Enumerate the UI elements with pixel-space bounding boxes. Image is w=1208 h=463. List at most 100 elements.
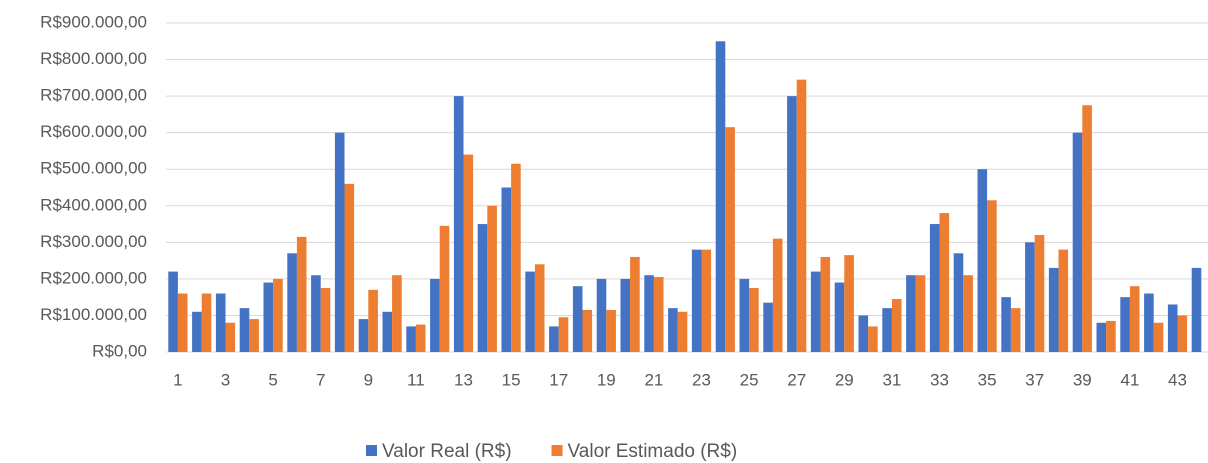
bar [1082,105,1092,352]
bar [844,255,854,352]
x-tick-label: 41 [1120,370,1139,389]
bar [1034,235,1045,352]
bar [1001,297,1011,352]
y-tick-label: R$800.000,00 [40,49,147,68]
bar [572,286,583,352]
bar [477,224,488,352]
legend-label: Valor Estimado (R$) [568,441,738,462]
bar [1058,249,1069,352]
bar [358,319,369,352]
bar [1025,242,1035,352]
bar [915,275,926,352]
x-tick-label: 5 [268,370,277,389]
bar [344,183,355,352]
x-tick-label: 9 [364,370,373,389]
bar [906,275,916,352]
x-tick-label: 37 [1025,370,1044,389]
bar [177,293,188,352]
bar [1106,320,1116,352]
bar [406,326,416,352]
x-tick-label: 11 [407,370,425,389]
bar [1072,132,1083,352]
bar [511,163,521,352]
bar [430,278,440,352]
bar [963,275,973,352]
bar [415,324,426,352]
bar [487,205,497,352]
bar [368,289,378,352]
y-tick-label: R$900.000,00 [40,12,147,31]
bar [953,253,964,352]
bar [192,311,202,352]
bar [1167,304,1178,352]
x-tick-label: 1 [173,370,182,389]
bar [820,256,831,352]
bar [677,311,688,352]
bar [501,187,512,352]
bar [1048,267,1059,352]
bar [239,308,250,352]
x-tick-label: 25 [740,370,759,389]
bar [1120,297,1130,352]
x-tick-label: 23 [692,370,711,389]
x-tick-label: 17 [549,370,568,389]
bar [691,249,702,352]
bar [1153,322,1164,352]
bar [653,277,664,352]
legend-swatch [551,445,563,456]
bar [725,127,735,352]
bar [215,293,226,352]
bar [320,288,331,352]
bar [287,253,297,352]
bar [225,322,236,352]
bar [263,282,274,352]
bar [1144,293,1154,352]
y-tick-label: R$400.000,00 [40,195,147,214]
y-tick-label: R$300.000,00 [40,232,147,251]
bar [834,282,845,352]
bar [558,317,569,352]
y-tick-label: R$100.000,00 [40,305,147,324]
bar [796,79,807,353]
bar [392,275,402,352]
y-tick-label: R$600.000,00 [40,122,147,141]
bar [882,308,892,352]
bar [739,278,750,352]
bar [749,288,759,352]
bar [715,41,726,353]
bar [525,271,535,352]
bar [630,256,640,352]
y-tick-label: R$200.000,00 [40,268,147,287]
bar [439,225,450,352]
x-tick-label: 35 [978,370,997,389]
y-tick-label: R$500.000,00 [40,159,147,178]
bar [596,278,607,352]
y-tick-label: R$700.000,00 [40,86,147,105]
bar [668,308,678,352]
bar [810,271,821,352]
bar [453,96,464,352]
x-tick-label: 21 [644,370,663,389]
bar [620,278,631,352]
bar [334,132,345,352]
bar [1191,267,1202,352]
x-tick-label: 29 [835,370,854,389]
bar [644,275,654,352]
y-tick-label: R$0,00 [92,341,147,360]
bar [868,326,878,352]
bar [463,154,474,352]
bar [296,236,307,352]
x-tick-label: 33 [930,370,949,389]
x-tick-label: 7 [316,370,325,389]
bar [858,315,869,352]
legend-swatch [366,445,377,456]
bar [201,293,212,352]
bar [382,311,393,352]
bar [1177,315,1188,352]
bar [701,249,712,352]
bar [891,298,902,352]
x-tick-label: 13 [454,370,473,389]
bar [549,326,559,352]
bar [606,309,616,352]
